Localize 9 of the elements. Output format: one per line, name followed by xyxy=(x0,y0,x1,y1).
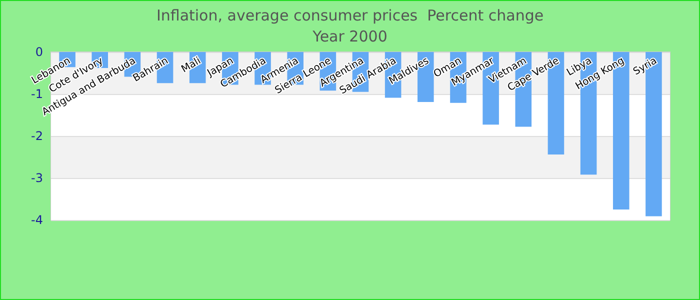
x-tick-label: Syria xyxy=(632,56,659,78)
y-tick-label: -2 xyxy=(31,129,43,143)
chart-subtitle: Year 2000 xyxy=(312,28,388,46)
chart-title: Inflation, average consumer prices Percent change xyxy=(156,6,544,24)
y-tick-label: -3 xyxy=(31,171,43,185)
y-tick-label: 0 xyxy=(35,45,43,59)
y-tick-label: -1 xyxy=(31,87,43,101)
x-tick-label: Mali xyxy=(180,56,203,76)
y-tick-label: -4 xyxy=(31,213,43,227)
